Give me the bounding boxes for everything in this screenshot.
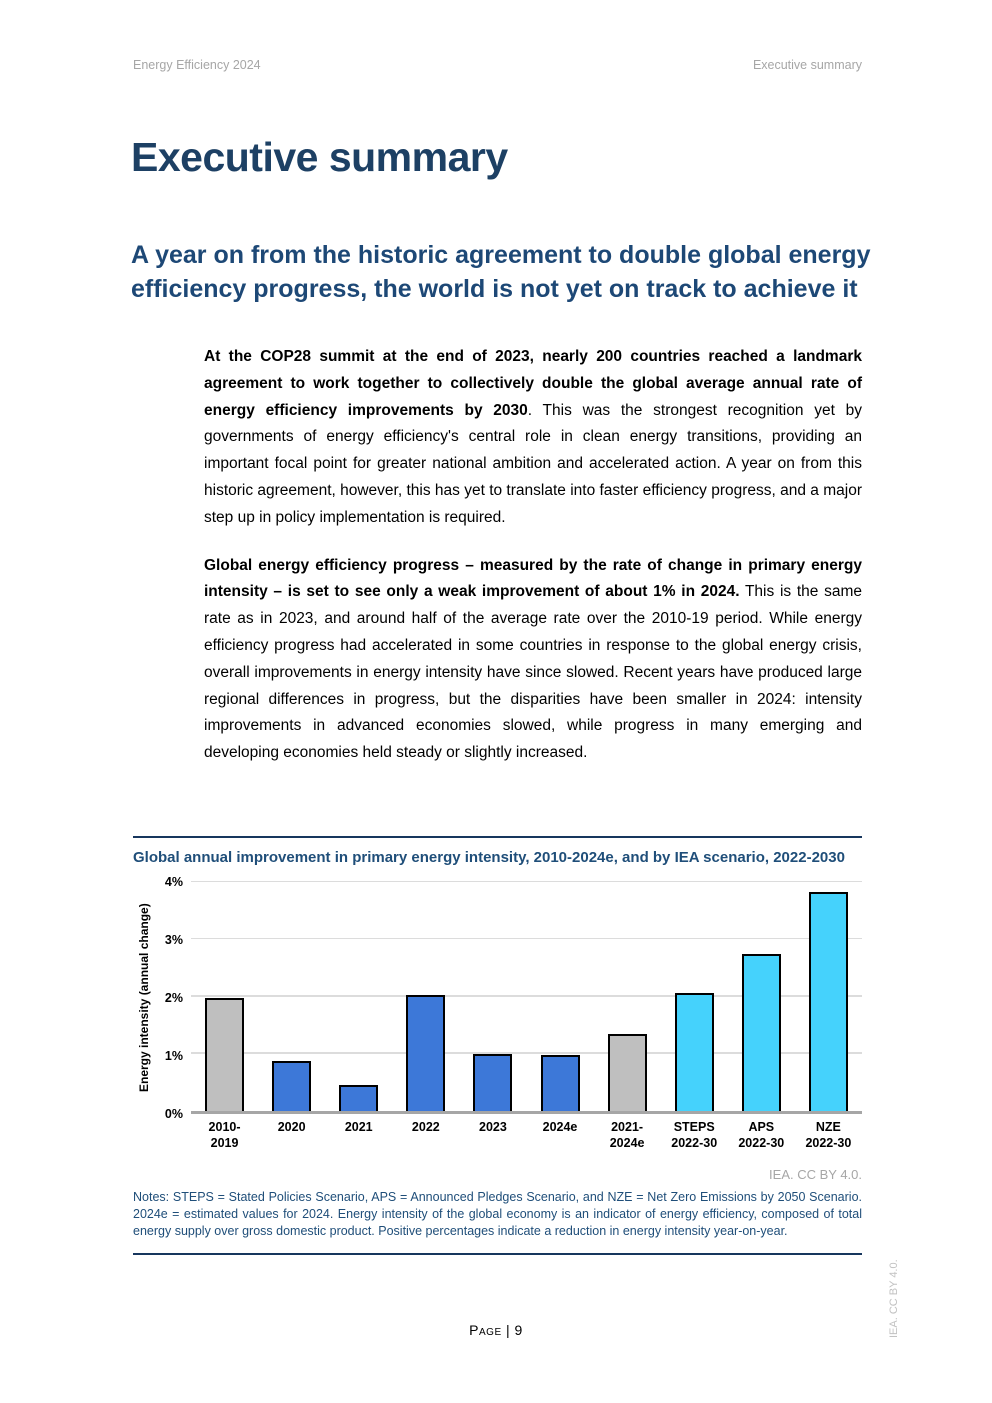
page-number: Page | 9 (469, 1322, 523, 1338)
plot-wrap: 2010- 2019 2020 2021 2022 2023 2024e 2021- 202… (191, 880, 862, 1164)
gridline (191, 937, 862, 940)
y-tick-label: 0% (164, 1107, 183, 1121)
figure-notes: Notes: STEPS = Stated Policies Scenario,… (133, 1190, 862, 1239)
body-text: At the COP28 summit at the end of 2023, … (204, 344, 862, 767)
bar-slot (258, 882, 325, 1111)
x-tick-label: 2023 (479, 1120, 507, 1134)
y-axis-label-column: Energy intensity (annual change) (133, 882, 155, 1164)
side-credit-vertical: IEA. CC BY 4.0. (888, 1259, 900, 1338)
bar-2021 (339, 1084, 379, 1111)
gridline (191, 1052, 862, 1054)
paragraph-1-rest: . This was the strongest recognition yet… (204, 401, 862, 526)
y-axis-label: Energy intensity (annual change) (137, 903, 151, 1093)
figure-title: Global annual improvement in primary ene… (133, 849, 845, 866)
paragraph-2: Global energy efficiency progress – meas… (204, 553, 862, 767)
paragraph-1: At the COP28 summit at the end of 2023, … (204, 344, 862, 532)
bar-chart: Energy intensity (annual change) 0% 1% 2% 3… (133, 875, 862, 1164)
bar-slot (191, 882, 258, 1111)
figure-block: Global annual improvement in primary ene… (133, 836, 862, 1255)
chart-credit: IEA. CC BY 4.0. (769, 1167, 862, 1182)
x-tick-label: 2022 (411, 1120, 440, 1134)
bar-2024e (540, 1055, 580, 1111)
y-axis-ticks: 0% 1% 2% 3% 4% (155, 875, 191, 1121)
bar-2010--2019 (205, 998, 245, 1111)
bar-slot (459, 882, 526, 1111)
bar-nze-2022-30 (808, 892, 848, 1111)
x-tick-label: STEPS 2022-30 (671, 1120, 718, 1150)
bar-aps-2022-30 (741, 953, 781, 1111)
bar-slot (728, 882, 795, 1111)
x-tick-label: 2024e (542, 1120, 578, 1134)
bar-steps-2022-30 (674, 992, 714, 1111)
figure-bottom-rule (133, 1252, 862, 1255)
bar-slot (594, 882, 661, 1111)
bar-slot (795, 882, 862, 1111)
running-header-right: Executive summary (752, 58, 862, 72)
bar-2023 (473, 1054, 513, 1111)
bar-slot (325, 882, 392, 1111)
x-axis-labels: 2010- 2019 2020 2021 2022 2023 2024e 2021- 202… (191, 1119, 862, 1151)
x-tick-label: NZE 2022-30 (805, 1120, 852, 1150)
x-tick-label: 2021 (344, 1120, 373, 1134)
running-header-left: Energy Efficiency 2024 (133, 58, 261, 72)
plot-area (191, 880, 862, 1114)
page-title: Executive summary (131, 134, 508, 180)
gridline (191, 880, 862, 882)
x-tick-label: 2021- 2024e (609, 1120, 645, 1150)
paragraph-1-lead: At the COP28 summit at the end of 2023, … (204, 348, 862, 419)
x-tick-label: 2010- 2019 (208, 1120, 241, 1150)
bar-2022 (406, 994, 446, 1111)
paragraph-2-rest: This is the same rate as in 2023, and ar… (204, 583, 862, 762)
paragraph-2-lead: Global energy efficiency progress – meas… (204, 556, 862, 601)
section-heading: A year on from the historic agreement to… (131, 241, 871, 303)
x-tick-label: 2020 (277, 1120, 306, 1134)
y-tick-label: 3% (164, 933, 183, 947)
x-tick-label: APS 2022-30 (738, 1120, 785, 1150)
bar-2020 (272, 1060, 312, 1111)
bar-slot (392, 882, 459, 1111)
figure-top-rule (133, 836, 862, 838)
gridline (191, 995, 862, 997)
bar-2021--2024e (607, 1034, 647, 1111)
y-tick-label: 2% (164, 991, 183, 1005)
bars-container (191, 882, 862, 1111)
y-tick-label: 1% (164, 1049, 183, 1063)
running-header: Energy Efficiency 2024 Executive summary (133, 58, 862, 72)
bar-slot (661, 882, 728, 1111)
bar-slot (526, 882, 593, 1111)
y-tick-label: 4% (164, 875, 183, 889)
